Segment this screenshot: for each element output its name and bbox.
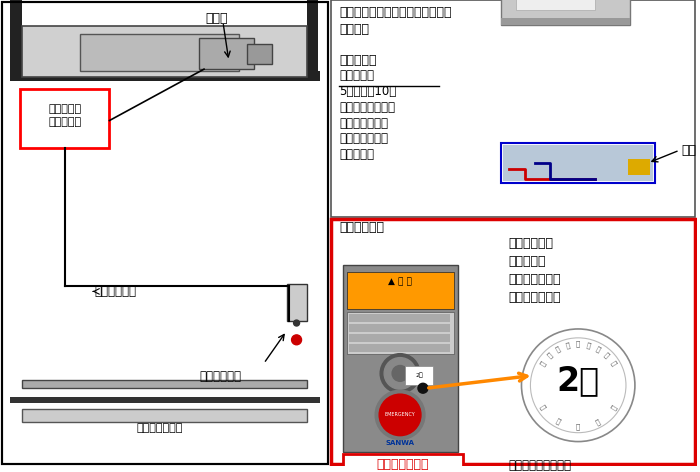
Text: ２: ２ [576, 423, 580, 430]
Text: 期をご確認いた: 期をご確認いた [340, 132, 389, 145]
Bar [628, 159, 650, 175]
Bar [199, 38, 254, 69]
Text: 2月: 2月 [415, 372, 423, 378]
Text: 5年または10年: 5年または10年 [340, 85, 397, 98]
Text: 年: 年 [539, 404, 547, 411]
Text: 次回電池交換シール: 次回電池交換シール [508, 459, 571, 472]
Bar [515, 0, 595, 10]
Text: 開閉機: 開閉機 [206, 12, 228, 25]
Text: 手動閉鎖装置: 手動閉鎖装置 [199, 371, 241, 383]
Text: 回: 回 [546, 351, 554, 359]
Text: だけます）: だけます） [340, 148, 374, 161]
Circle shape [392, 365, 408, 381]
Bar [500, 143, 654, 183]
Circle shape [375, 390, 425, 439]
Text: 2月: 2月 [556, 364, 600, 397]
Bar [10, 0, 22, 81]
Text: ラベルで交換時: ラベルで交換時 [340, 117, 389, 130]
Bar [20, 89, 109, 148]
Bar [349, 324, 450, 332]
Bar [331, 0, 694, 217]
Text: 電池交換：: 電池交換： [340, 69, 374, 82]
Bar [500, 18, 630, 25]
Bar [247, 44, 272, 64]
Text: 蓄: 蓄 [554, 345, 561, 353]
Bar [500, 0, 630, 25]
Bar [22, 409, 307, 422]
Text: 【専用品】: 【専用品】 [340, 54, 377, 67]
Bar [10, 397, 321, 403]
Text: 電池: 電池 [682, 143, 696, 157]
Text: 池: 池 [576, 340, 580, 347]
Bar [331, 219, 694, 464]
Bar [343, 455, 463, 472]
Bar [349, 344, 450, 352]
Text: 次: 次 [539, 360, 547, 367]
Bar [2, 2, 328, 464]
Bar [22, 25, 307, 77]
Circle shape [292, 335, 302, 345]
Text: 異常表示ランプ: 異常表示ランプ [377, 458, 429, 471]
Text: 交: 交 [586, 341, 592, 349]
Bar [347, 312, 454, 354]
Bar [80, 34, 239, 71]
Bar [2, 2, 328, 464]
Text: （手動閉鎖装置の: （手動閉鎖装置の [340, 101, 396, 114]
Circle shape [293, 320, 300, 326]
Text: 危害防止用
連動中継器: 危害防止用 連動中継器 [48, 104, 81, 127]
Text: SANWA: SANWA [386, 439, 414, 446]
Circle shape [418, 383, 428, 393]
Text: 期: 期 [603, 351, 610, 359]
Circle shape [379, 394, 421, 436]
Text: ０: ０ [554, 418, 561, 426]
Text: 制御盤（危害防止用連動中継器）
及び電池: 制御盤（危害防止用連動中継器） 及び電池 [340, 6, 452, 36]
Circle shape [380, 354, 420, 393]
Bar [343, 265, 458, 453]
Bar [349, 334, 450, 342]
Bar [503, 145, 653, 181]
Text: 換: 換 [595, 345, 602, 353]
Bar [22, 380, 307, 388]
Bar [10, 71, 321, 81]
Circle shape [522, 329, 635, 442]
Text: 次回電池交換
シール及び
異常をランプで
お知らせします: 次回電池交換 シール及び 異常をランプで お知らせします [508, 237, 561, 304]
Text: コードリール: コードリール [94, 285, 136, 298]
Text: ▲ 警 告: ▲ 警 告 [388, 277, 412, 286]
Bar [349, 314, 450, 322]
Bar [405, 365, 433, 385]
Circle shape [384, 358, 416, 389]
Bar [347, 272, 454, 309]
Circle shape [531, 338, 626, 433]
Text: 手動閉鎖装置: 手動閉鎖装置 [340, 221, 384, 234]
Text: ２: ２ [610, 404, 617, 411]
Text: 電: 電 [565, 341, 570, 349]
Bar [286, 284, 307, 321]
Text: ０: ０ [595, 418, 602, 426]
Bar [307, 0, 319, 81]
Text: 限: 限 [610, 360, 617, 367]
Text: 障害物検知装置: 障害物検知装置 [136, 423, 183, 433]
Text: EMERGENCY: EMERGENCY [385, 413, 415, 417]
